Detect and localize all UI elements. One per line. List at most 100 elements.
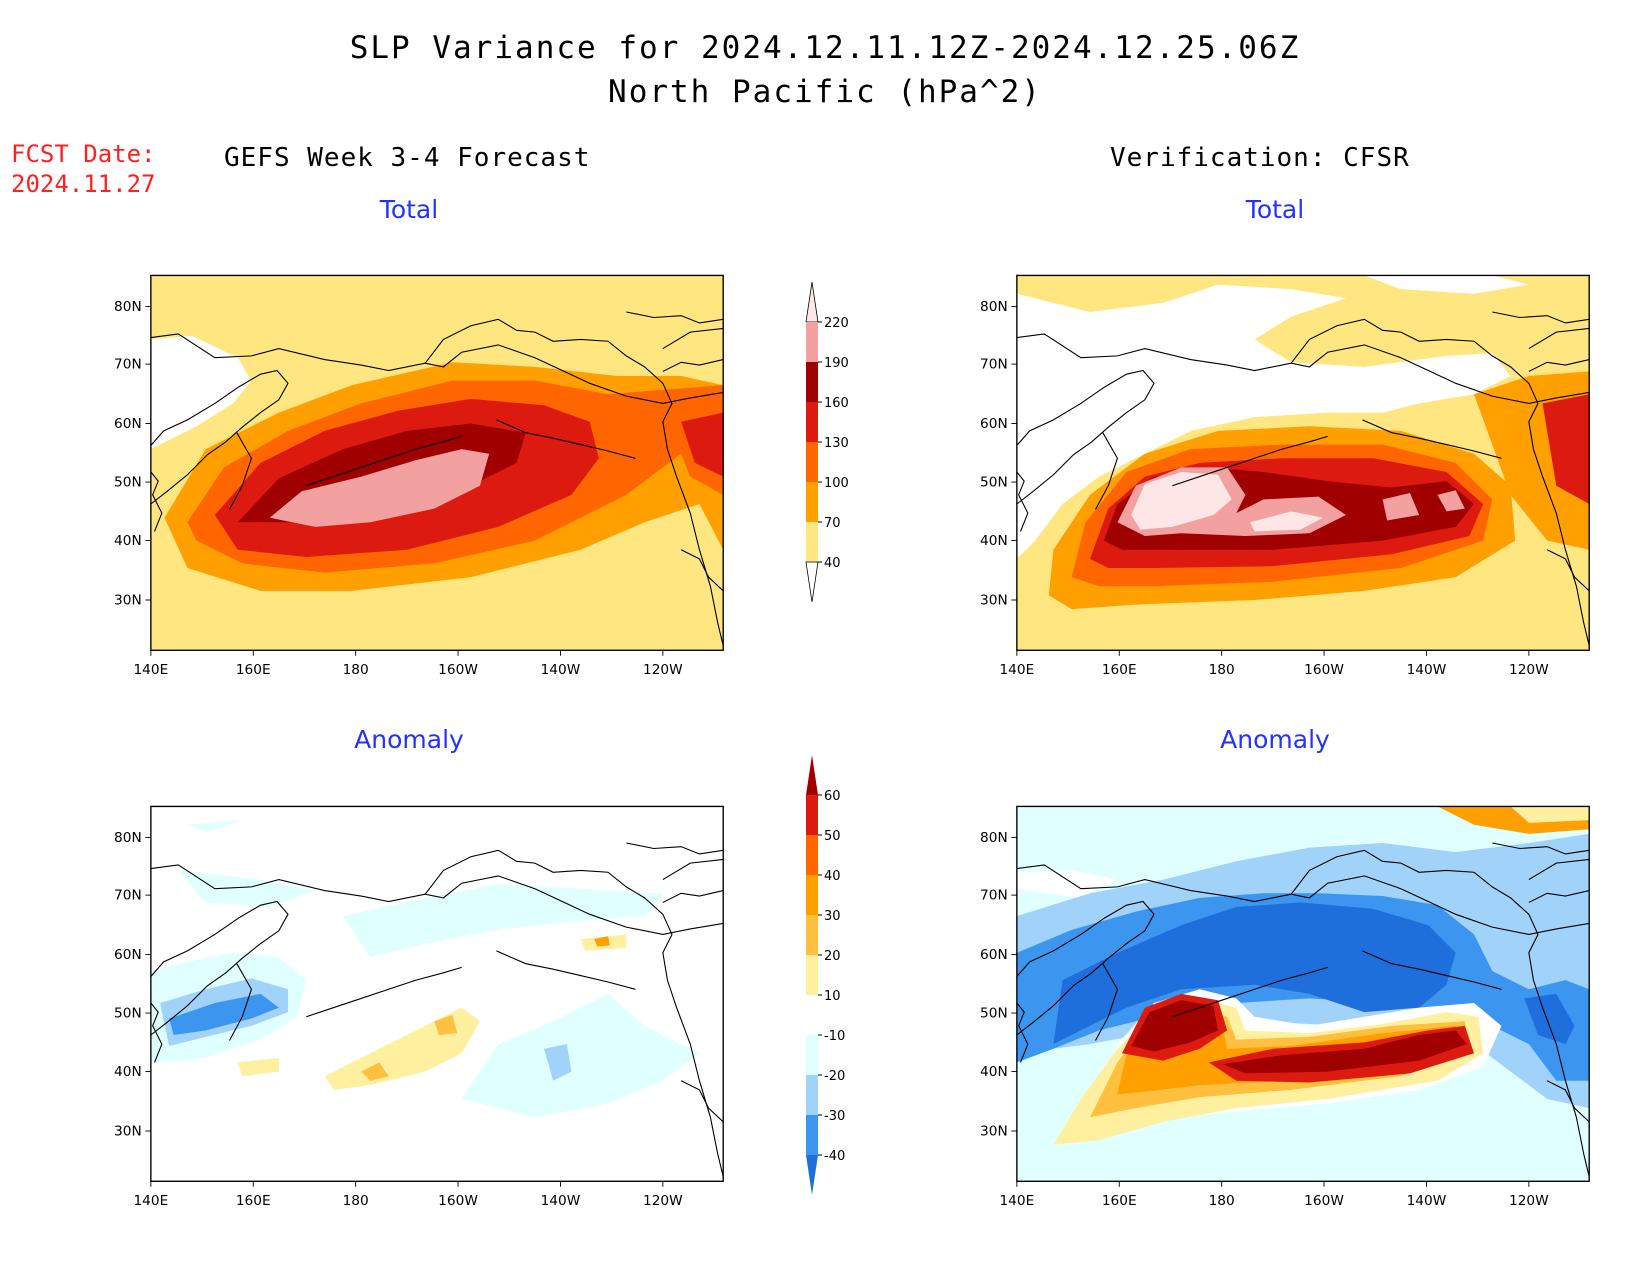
y-tick-label: 40N	[980, 533, 1008, 549]
colorbar-anomaly: 60 50 40 30 20 10 -10 -20 -30 -40	[806, 755, 845, 1195]
colorbar-total: 220 190 160 130 100 70 40	[805, 282, 849, 603]
x-tick-label: 160E	[1102, 1193, 1137, 1209]
colorbar-top-triangle	[806, 755, 818, 795]
colorbar-label: 40	[824, 556, 841, 571]
colorbar-swatch	[806, 1075, 818, 1115]
colorbar-swatch	[806, 1115, 818, 1155]
colorbar-label: -30	[824, 1109, 845, 1124]
colorbar-label: 20	[824, 949, 841, 964]
colorbar-swatch	[806, 442, 818, 482]
x-tick-label: 180	[343, 662, 369, 678]
x-tick-label: 160E	[236, 662, 271, 678]
y-tick-label: 50N	[980, 1006, 1008, 1022]
y-tick-label: 70N	[980, 357, 1008, 373]
map-bottom-right: 140E 160E 180 160W 140W 120W 80N 70N 60N 50N 40N 30…	[980, 805, 1590, 1209]
y-tick-label: 50N	[114, 475, 142, 491]
x-tick-label: 140W	[1407, 1193, 1447, 1209]
y-tick-label: 60N	[114, 947, 142, 963]
colorbar-label: 160	[824, 396, 849, 411]
fcst-date: 2024.11.27	[11, 170, 156, 198]
x-tick-label: 160W	[438, 1193, 478, 1209]
figure-title: SLP Variance for 2024.12.11.12Z-2024.12.…	[349, 30, 1301, 66]
x-tick-label: 120W	[643, 1193, 683, 1209]
x-tick-label: 140W	[541, 662, 581, 678]
colorbar-swatch	[806, 1035, 818, 1075]
colorbar-label: 130	[824, 436, 849, 451]
colorbar-label: 70	[824, 516, 841, 531]
y-tick-label: 70N	[114, 888, 142, 904]
x-tick-label: 160W	[438, 662, 478, 678]
x-tick-label: 140W	[1407, 662, 1447, 678]
colorbar-swatch	[806, 795, 818, 835]
colorbar-label: 220	[824, 316, 849, 331]
x-tick-label: 140W	[541, 1193, 581, 1209]
y-tick-label: 30N	[114, 1124, 142, 1140]
colorbar-label: 50	[824, 829, 841, 844]
colorbar-swatch	[806, 835, 818, 875]
y-tick-label: 40N	[980, 1064, 1008, 1080]
x-tick-label: 160E	[236, 1193, 271, 1209]
y-tick-label: 30N	[980, 1124, 1008, 1140]
right-column-title: Verification: CFSR	[1110, 143, 1410, 173]
x-tick-label: 120W	[643, 662, 683, 678]
colorbar-bottom-triangle	[805, 561, 819, 603]
colorbar-label: 10	[824, 989, 841, 1004]
y-tick-label: 60N	[980, 947, 1008, 963]
colorbar-swatch	[806, 875, 818, 915]
colorbar-swatch	[806, 955, 818, 995]
colorbar-label: 40	[824, 869, 841, 884]
x-tick-label: 140E	[999, 1193, 1034, 1209]
panel-title-bottom-left: Anomaly	[354, 725, 464, 754]
y-tick-label: 60N	[980, 416, 1008, 432]
colorbar-swatch	[806, 995, 818, 1035]
colorbar-label: 60	[824, 789, 841, 804]
y-tick-label: 30N	[980, 593, 1008, 609]
x-tick-label: 180	[343, 1193, 369, 1209]
colorbar-swatch	[806, 322, 818, 362]
colorbar-bottom-triangle	[806, 1155, 818, 1195]
left-column-title: GEFS Week 3-4 Forecast	[224, 143, 591, 173]
y-tick-label: 50N	[114, 1006, 142, 1022]
colorbar-label: 190	[824, 356, 849, 371]
panel-title-bottom-right: Anomaly	[1220, 725, 1330, 754]
x-tick-label: 180	[1209, 662, 1235, 678]
x-tick-label: 140E	[133, 662, 168, 678]
colorbar-swatch	[806, 362, 818, 402]
colorbar-label: -40	[824, 1149, 845, 1164]
y-tick-label: 70N	[114, 357, 142, 373]
x-tick-label: 140E	[133, 1193, 168, 1209]
colorbar-swatch	[806, 522, 818, 562]
y-tick-label: 50N	[980, 475, 1008, 491]
colorbar-label: 100	[824, 476, 849, 491]
map-bottom-left: 140E 160E 180 160W 140W 120W 80N 70N 60N 50N 40N 30…	[114, 805, 724, 1209]
y-tick-label: 70N	[980, 888, 1008, 904]
colorbar-swatch	[806, 402, 818, 442]
x-tick-label: 120W	[1509, 1193, 1549, 1209]
colorbar-label: 30	[824, 909, 841, 924]
y-tick-label: 80N	[980, 299, 1008, 315]
x-tick-label: 140E	[999, 662, 1034, 678]
x-tick-label: 120W	[1509, 662, 1549, 678]
fcst-label: FCST Date:	[11, 140, 156, 168]
x-tick-label: 160E	[1102, 662, 1137, 678]
colorbar-label: -20	[824, 1069, 845, 1084]
y-tick-label: 40N	[114, 533, 142, 549]
colorbar-label: -10	[824, 1029, 845, 1044]
colorbar-top-triangle	[805, 282, 819, 323]
x-tick-label: 160W	[1304, 1193, 1344, 1209]
panel-title-top-right: Total	[1245, 195, 1305, 224]
x-tick-label: 180	[1209, 1193, 1235, 1209]
y-tick-label: 80N	[114, 830, 142, 846]
x-tick-label: 160W	[1304, 662, 1344, 678]
panel-title-top-left: Total	[379, 195, 439, 224]
colorbar-swatch	[806, 915, 818, 955]
y-tick-label: 60N	[114, 416, 142, 432]
y-tick-label: 40N	[114, 1064, 142, 1080]
figure-subtitle: North Pacific (hPa^2)	[608, 74, 1042, 110]
y-tick-label: 80N	[114, 299, 142, 315]
map-top-right: 140E 160E 180 160W 140W 120W 80N 70N 60N 50N 40N 30…	[980, 274, 1590, 678]
y-tick-label: 30N	[114, 593, 142, 609]
colorbar-swatch	[806, 482, 818, 522]
y-tick-label: 80N	[980, 830, 1008, 846]
map-top-left: 140E 160E 180 160W 140W 120W 80N 70N 60N 50N 40N 30…	[114, 274, 724, 678]
